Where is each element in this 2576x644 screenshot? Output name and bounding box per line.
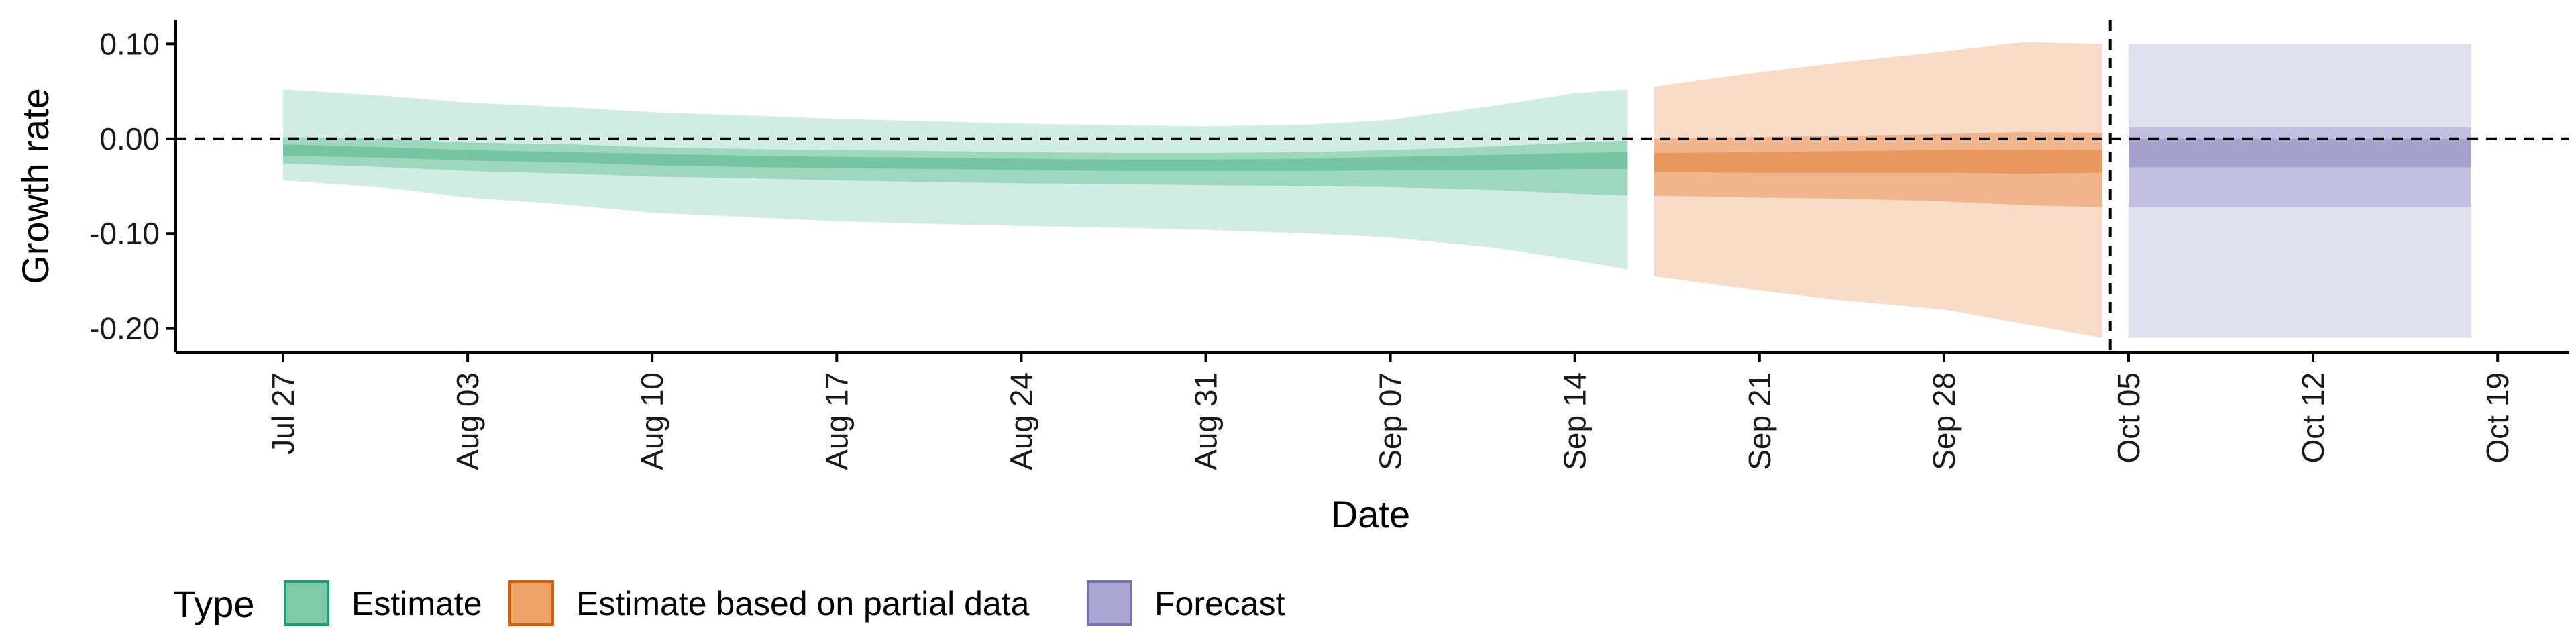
- x-axis-title: Date: [1331, 493, 1410, 535]
- x-tick-label: Jul 27: [266, 372, 301, 455]
- band-core: [2129, 138, 2471, 168]
- series-forecast: [2129, 44, 2471, 338]
- x-tick-label: Sep 07: [1373, 372, 1408, 470]
- x-tick-label: Oct 12: [2296, 372, 2330, 464]
- legend-label: Forecast: [1155, 585, 1285, 623]
- x-tick-label: Aug 03: [450, 372, 485, 470]
- y-axis-ticks: 0.10 0.00 -0.10 -0.20: [89, 26, 176, 346]
- x-tick-label: Aug 24: [1004, 372, 1038, 470]
- x-axis-ticks: Jul 27 Aug 03 Aug 10 Aug 17 Aug 24 Aug 31 Sep …: [266, 352, 2515, 470]
- legend-swatch: [508, 580, 554, 626]
- y-tick-label: -0.20: [89, 311, 160, 346]
- legend-swatch: [1087, 580, 1132, 626]
- x-tick-label: Oct 19: [2480, 372, 2515, 464]
- x-tick-label: Aug 31: [1189, 372, 1224, 470]
- y-tick-label: 0.00: [99, 121, 160, 156]
- series-estimate: [283, 89, 1628, 270]
- series-estimate-based-on-partial-data: [1654, 42, 2102, 338]
- legend: Type Estimate Estimate based on partial d…: [173, 580, 1285, 626]
- x-tick-label: Aug 10: [635, 372, 669, 470]
- x-tick-label: Aug 17: [819, 372, 854, 470]
- legend-items: Estimate Estimate based on partial data Fo…: [284, 580, 1285, 626]
- reference-lines: [176, 20, 2569, 352]
- x-tick-label: Sep 21: [1742, 372, 1777, 470]
- legend-label: Estimate based on partial data: [576, 585, 1030, 623]
- y-tick-label: 0.10: [99, 26, 160, 61]
- legend-title: Type: [173, 583, 254, 625]
- band-core: [1654, 150, 2102, 174]
- y-tick-label: -0.10: [89, 216, 160, 251]
- axes: [174, 20, 2569, 354]
- y-axis-title: Growth rate: [14, 88, 56, 284]
- x-tick-label: Oct 05: [2111, 372, 2146, 464]
- legend-label: Estimate: [352, 585, 482, 623]
- band-core: [283, 144, 1628, 171]
- bands-layer: [283, 42, 2471, 338]
- legend-swatch: [284, 580, 329, 626]
- x-tick-label: Sep 28: [1927, 372, 1962, 470]
- x-tick-label: Sep 14: [1558, 372, 1593, 470]
